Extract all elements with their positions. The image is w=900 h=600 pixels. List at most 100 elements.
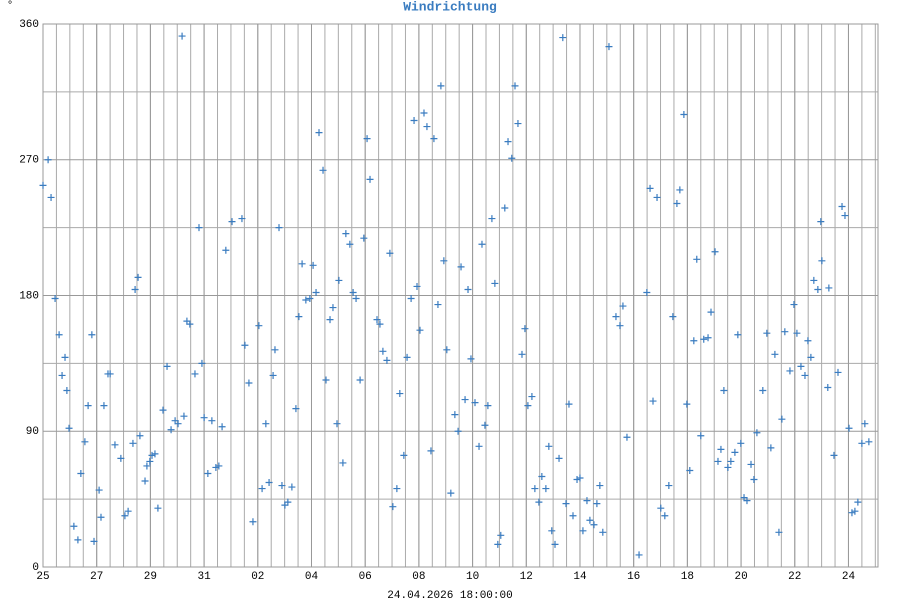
data-point	[275, 224, 283, 232]
data-point	[269, 371, 277, 379]
data-point	[514, 120, 522, 128]
data-point	[106, 370, 114, 378]
data-point	[740, 494, 748, 502]
data-point	[508, 154, 516, 162]
data-point	[471, 399, 479, 407]
x-tick-label: 12	[520, 571, 533, 583]
data-point	[55, 331, 63, 339]
x-tick-label: 29	[144, 571, 157, 583]
data-point	[569, 512, 577, 520]
data-point	[333, 420, 341, 428]
data-point	[111, 441, 119, 449]
data-point	[619, 302, 627, 310]
data-point	[524, 402, 532, 410]
data-point	[315, 129, 323, 137]
data-point	[734, 331, 742, 339]
x-axis-label: 24.04.2026 18:00:00	[387, 590, 512, 600]
data-point	[271, 346, 279, 354]
data-point	[159, 406, 167, 414]
data-point	[657, 504, 665, 512]
y-tick-label: 360	[19, 19, 39, 31]
data-point	[77, 469, 85, 477]
data-point	[121, 512, 129, 520]
data-point	[593, 500, 601, 508]
data-point	[416, 326, 424, 334]
data-point	[403, 353, 411, 361]
data-point	[551, 540, 559, 548]
data-point	[497, 531, 505, 539]
data-point	[518, 350, 526, 358]
data-point	[457, 263, 465, 271]
data-point	[727, 457, 735, 465]
data-point	[680, 111, 688, 118]
data-point	[222, 246, 230, 254]
data-point	[717, 445, 725, 453]
data-point	[700, 335, 708, 343]
data-point	[545, 442, 553, 450]
data-point	[643, 288, 651, 296]
data-point	[683, 400, 691, 408]
data-point	[61, 353, 69, 361]
y-tick-label: 180	[19, 290, 39, 302]
data-point	[255, 322, 263, 330]
data-point	[51, 295, 59, 303]
data-point	[720, 387, 728, 395]
data-point	[379, 347, 387, 355]
data-point	[649, 397, 657, 405]
data-point	[737, 439, 745, 447]
data-point	[810, 276, 818, 284]
data-point	[858, 439, 866, 447]
data-point	[759, 387, 767, 395]
data-point	[306, 295, 314, 303]
x-tick-label: 27	[90, 571, 103, 583]
data-point	[281, 501, 289, 509]
data-point	[146, 457, 154, 465]
data-point	[167, 426, 175, 434]
data-point	[376, 320, 384, 328]
y-tick-label: 270	[19, 155, 39, 167]
data-point	[555, 454, 563, 462]
data-point	[690, 337, 698, 345]
data-point	[174, 420, 182, 428]
data-point	[58, 371, 66, 379]
data-point	[548, 527, 556, 535]
x-tick-label: 14	[573, 571, 587, 583]
data-point	[454, 427, 462, 435]
data-point	[661, 512, 669, 520]
data-point	[346, 240, 354, 248]
data-point	[538, 473, 546, 480]
data-point	[804, 337, 812, 345]
data-point	[790, 301, 798, 309]
data-point	[329, 304, 337, 312]
data-point	[494, 540, 502, 548]
data-point	[861, 420, 869, 428]
data-point	[198, 359, 206, 367]
data-point	[711, 248, 719, 256]
data-point	[319, 166, 327, 174]
data-point	[366, 175, 374, 183]
data-point	[599, 528, 607, 536]
data-point	[665, 482, 673, 490]
data-point	[511, 82, 519, 90]
data-point	[134, 273, 142, 281]
data-point	[389, 503, 397, 511]
data-point	[693, 255, 701, 263]
data-point	[616, 322, 624, 330]
data-point	[491, 279, 499, 287]
data-point	[63, 387, 71, 395]
data-point	[326, 316, 334, 324]
data-point	[531, 485, 539, 493]
data-point	[423, 123, 431, 131]
data-point	[605, 43, 613, 51]
data-point	[753, 429, 761, 437]
data-point	[262, 420, 270, 428]
x-tick-label: 22	[788, 571, 801, 583]
data-point	[258, 485, 266, 493]
data-point	[750, 476, 758, 484]
data-point	[373, 316, 381, 324]
data-point	[396, 390, 404, 398]
data-point	[814, 285, 822, 293]
data-point	[171, 417, 179, 425]
x-tick-label: 31	[197, 571, 211, 583]
